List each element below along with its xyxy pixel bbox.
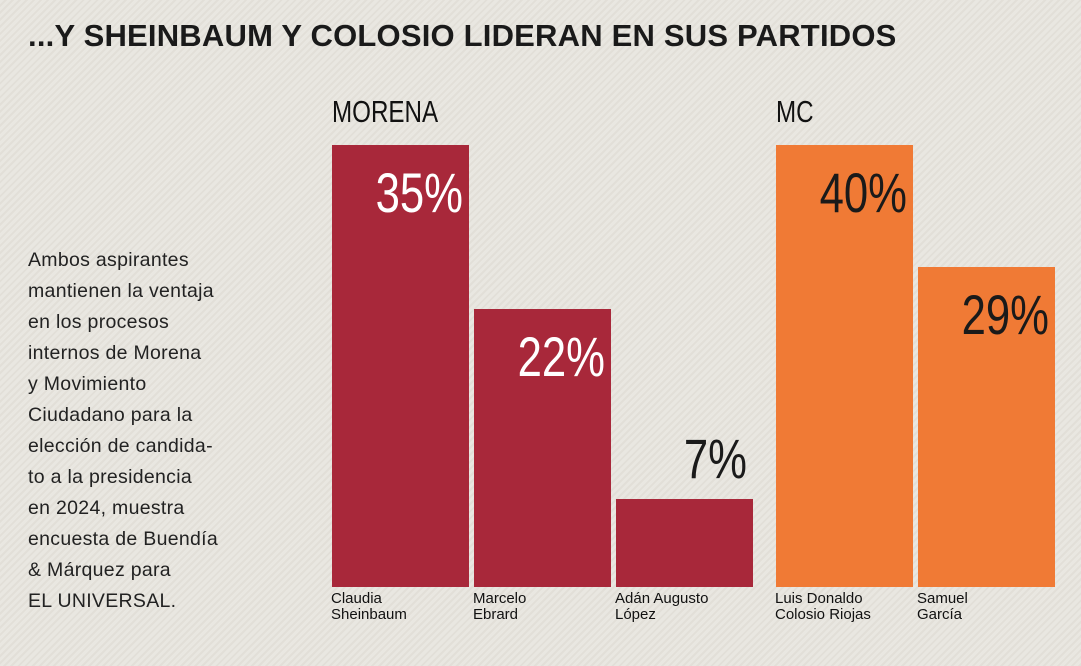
description-line: y Movimiento xyxy=(28,373,147,395)
value-label: 35% xyxy=(375,161,463,224)
bar-label: Claudia Sheinbaum xyxy=(331,590,407,623)
bar-label: Adán Augusto López xyxy=(615,590,709,623)
description-line: mantienen la ventaja xyxy=(28,280,214,302)
page-title: ...Y SHEINBAUM Y COLOSIO LIDERAN EN SUS … xyxy=(28,18,897,53)
bar-label: Luis Donaldo Colosio Riojas xyxy=(775,590,871,623)
bar xyxy=(474,309,611,587)
description-line: EL UNIVERSAL. xyxy=(28,590,177,612)
description-line: en los procesos xyxy=(28,311,170,333)
description-line: internos de Morena xyxy=(28,342,202,364)
bar xyxy=(776,145,913,587)
description-line: encuesta de Buendía xyxy=(28,528,219,550)
bar xyxy=(918,266,1055,587)
description-line: Ambos aspirantes xyxy=(28,249,189,271)
value-label: 40% xyxy=(819,161,907,224)
description: Ambos aspirantes mantienen la ventaja en l… xyxy=(28,245,288,617)
description-line: Ciudadano para la xyxy=(28,404,193,426)
description-line: en 2024, muestra xyxy=(28,497,185,519)
value-label: 7% xyxy=(683,426,747,490)
group-title: MC xyxy=(776,94,814,129)
group-title: MORENA xyxy=(332,94,439,129)
description-line: to a la presidencia xyxy=(28,466,192,488)
value-label: 29% xyxy=(961,282,1049,346)
bar xyxy=(616,498,753,587)
value-label: 22% xyxy=(517,325,605,389)
bar-label: Marcelo Ebrard xyxy=(473,590,527,623)
description-line: elección de candida- xyxy=(28,435,213,457)
description-line: & Márquez para xyxy=(28,559,171,581)
bar xyxy=(332,145,469,587)
bar-label: Samuel García xyxy=(917,590,968,623)
